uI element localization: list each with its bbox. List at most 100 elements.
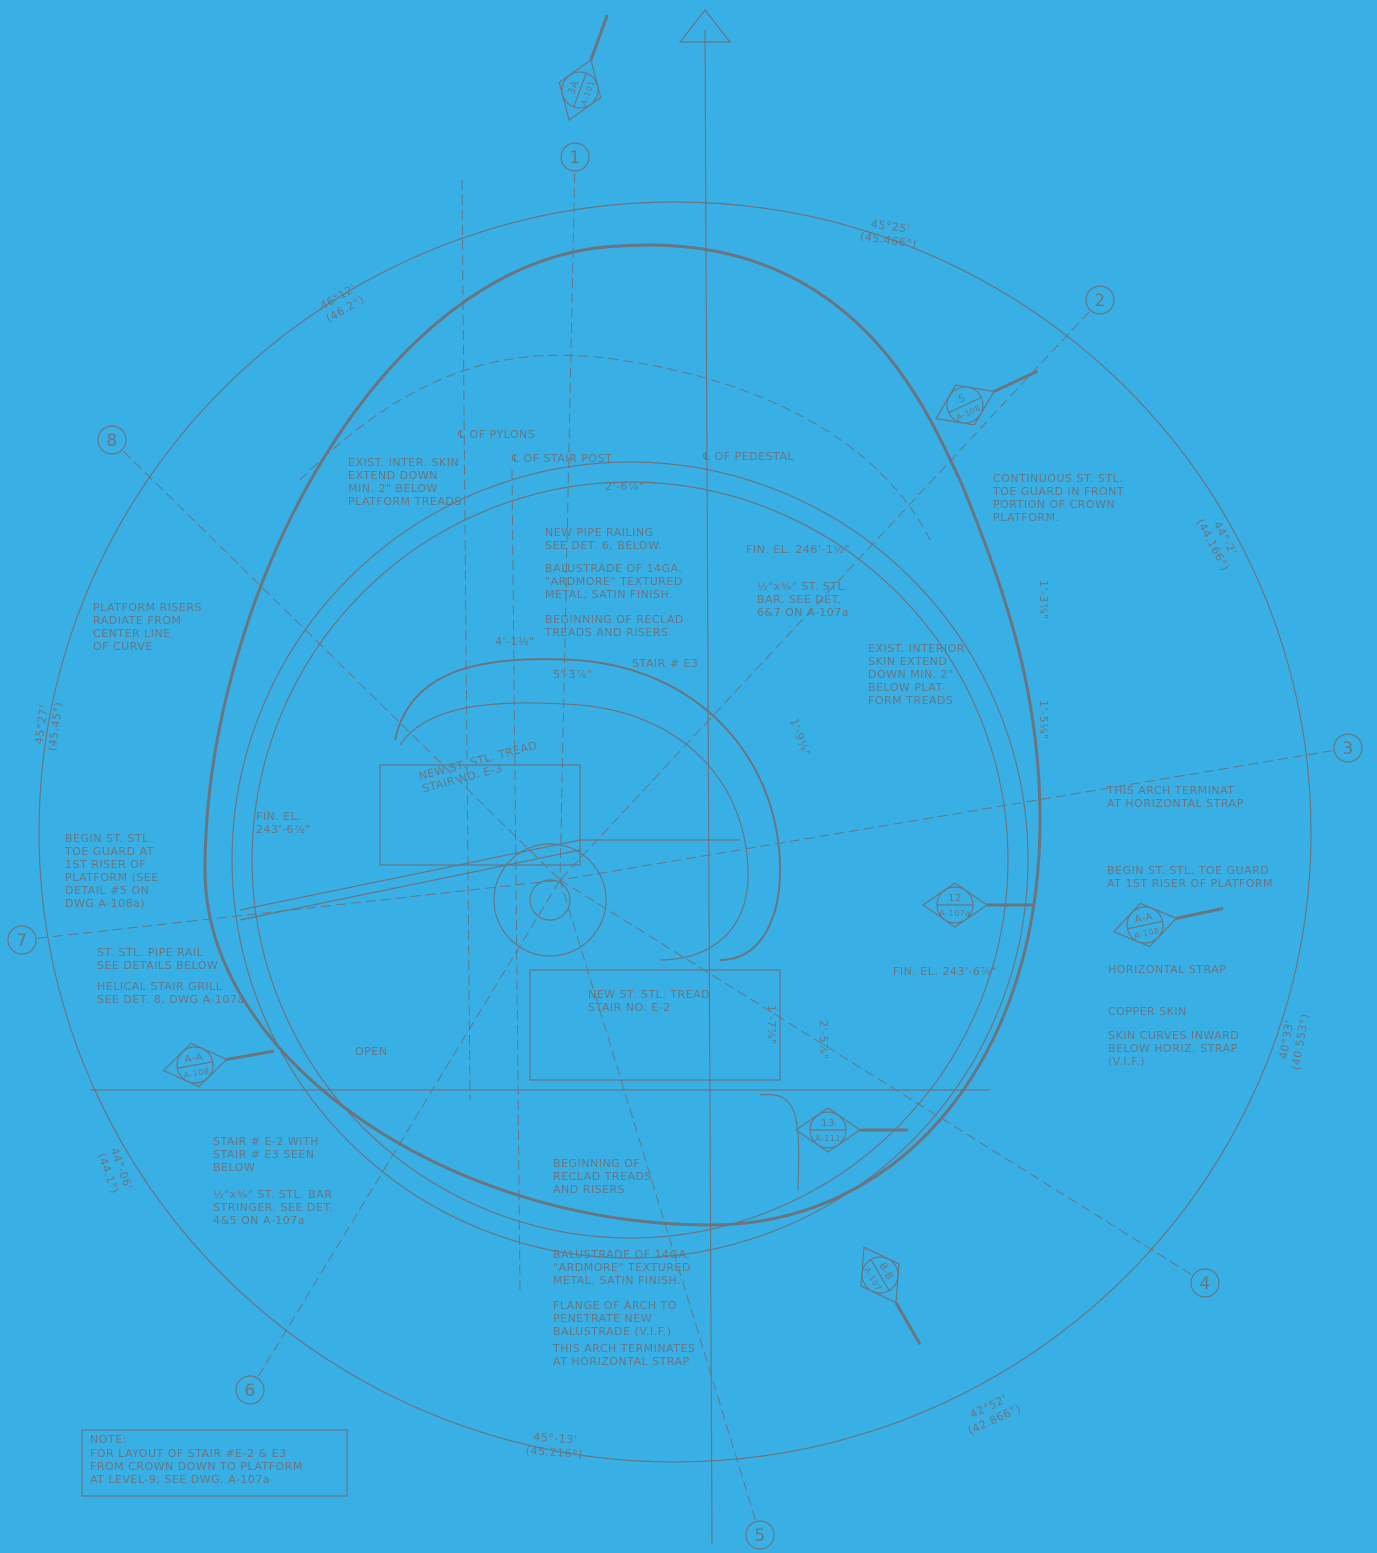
annotation-line: BEGIN ST. STL.: [65, 832, 153, 845]
annotation-line: PENETRATE NEW: [553, 1312, 652, 1325]
dimension: 1'-3⅞": [1037, 580, 1050, 620]
annotation: PLATFORM RISERS RADIATE FROM CENTER LINE OF…: [93, 601, 202, 653]
grid-line: [257, 879, 561, 1377]
marker-circle: [561, 71, 599, 109]
marker-circle: [861, 1256, 899, 1294]
arc-angle: 45°27': [32, 704, 50, 745]
annotation-line: BELOW PLAT-: [868, 681, 946, 694]
grid-label: 6: [244, 1381, 255, 1401]
annotation-line: PLATFORM RISERS: [93, 601, 202, 614]
marker-bottom: A-111: [815, 1134, 841, 1143]
annotation-line: ½"x⅜" ST. STL. BAR: [213, 1188, 332, 1201]
annotation-line: EXIST. INTERIOR: [868, 642, 965, 655]
grid-line: [559, 172, 576, 881]
annotation-line: PLATFORM (SEE: [65, 871, 159, 884]
dimension: 5'-3⅞": [553, 668, 593, 681]
arc-dimension: 45°27'(45.45°): [32, 701, 65, 752]
annotation-line: 243'-6⅞": [256, 823, 311, 836]
grid-bubble: [745, 1520, 775, 1550]
annotation-line: ℄ OF PYLONS: [457, 428, 535, 441]
annotation-line: DETAIL #5 ON: [65, 884, 149, 897]
annotation-line: NEW PIPE RAILING: [545, 526, 654, 539]
annotation: COPPER SKIN: [1108, 1005, 1187, 1018]
annotation: BALUSTRADE OF 14GA. "ARDMORE" TEXTURED MET…: [545, 562, 683, 601]
annotation: SKIN CURVES INWARD BELOW HORIZ. STRAP (V.I…: [1108, 1029, 1239, 1068]
annotation-line: ℄ OF PEDESTAL: [702, 450, 794, 463]
section-marker: A-AA-108: [162, 1042, 275, 1088]
dimension: 4'-1⅛": [495, 635, 535, 648]
marker-leader: [589, 14, 609, 61]
annotation-line: AT 1ST RISER OF PLATFORM: [1107, 877, 1273, 890]
annotation-line: THIS ARCH TERMINAT: [1106, 784, 1234, 797]
annotation: FIN. EL. 243'-6⅞": [256, 810, 311, 836]
grid-bubble: [1333, 733, 1363, 763]
grid-line: [123, 450, 561, 881]
annotation-line: STAIR # E3: [632, 657, 698, 670]
grid-label: 5: [754, 1526, 765, 1546]
annotation-line: BELOW: [213, 1161, 255, 1174]
arc-dimension: 40°33'(40.553°): [1277, 1013, 1312, 1071]
arc-dimension: 44°-06'(44.1°): [95, 1146, 135, 1196]
marker-top: A-A: [1134, 911, 1154, 926]
arc-dimension: 45°25'(45.466°): [859, 217, 917, 250]
grid-bubble: [235, 1375, 265, 1405]
marker-top: 12: [948, 893, 962, 904]
dimension: 2'-5⅞": [817, 1020, 830, 1060]
annotation-line: TOE GUARD AT: [64, 845, 154, 858]
grid-label: 7: [16, 931, 27, 951]
section-marker: 3AA-101: [558, 14, 609, 122]
annotation-line: DOWN MIN. 2": [868, 668, 954, 681]
section-marker: A-AA-108: [1112, 902, 1224, 948]
annotation: BEGINNING OF RECLAD TREADS AND RISERS: [544, 613, 684, 639]
annotation-line: BEGINNING OF RECLAD: [545, 613, 684, 626]
annotation: NEW ST. STL. TREAD STAIR NO. E-2: [588, 988, 710, 1014]
annotation-line: (V.I.F.): [1108, 1055, 1145, 1068]
annotation-line: EXTEND DOWN: [348, 469, 438, 482]
marker-top: 3A: [566, 79, 581, 96]
marker-top: A-A: [184, 1052, 204, 1066]
annotation-line: MIN. 2" BELOW: [348, 482, 438, 495]
grid-bubble: [97, 425, 127, 455]
annotation: ℄ OF STAIR POST: [511, 452, 612, 465]
marker-divider: [870, 1259, 890, 1291]
annotation-line: SKIN CURVES INWARD: [1108, 1029, 1239, 1042]
annotation-line: PLATFORM.: [993, 511, 1060, 524]
marker-leader: [993, 369, 1039, 393]
arc-dimension: 42°52'(42.866°): [966, 1393, 1023, 1438]
marker-leader: [226, 1049, 275, 1061]
annotation: NEW ST. STL. TREADSTAIR NO. E-3: [417, 739, 542, 796]
section-marker: 5A-108: [935, 369, 1039, 426]
dimension: 2'-6⅞": [605, 480, 645, 493]
annotation-line: FIN. EL.: [256, 810, 301, 823]
annotation-line: HELICAL STAIR GRILL: [97, 980, 223, 993]
linework: [38, 9, 1312, 1546]
grid-bubble: [7, 925, 37, 955]
marker-top: B-B: [876, 1261, 895, 1283]
annotation-line: BEGINNING OF: [553, 1157, 640, 1170]
dimension: 1'-5⅛": [1037, 700, 1050, 740]
grid-line: [559, 311, 1090, 881]
annotation: STAIR # E-2 WITH STAIR # E3 SEEN BELOW: [213, 1135, 319, 1174]
annotation: FIN. EL. 243'-6⅞": [893, 965, 997, 978]
dimension: 1'-7⅞": [765, 1005, 778, 1045]
annotation: NEW PIPE RAILING SEE DET. 6, BELOW.: [545, 526, 662, 552]
annotation: ST. STL. PIPE RAIL SEE DETAILS BELOW: [97, 946, 218, 972]
annotation-line: BELOW HORIZ. STRAP: [1108, 1042, 1238, 1055]
annotation: ℄ OF PEDESTAL: [702, 450, 794, 463]
annotation-line: 6&7 ON A-107a: [757, 606, 849, 619]
annotation-line: SEE DETAILS BELOW: [97, 959, 218, 972]
dimension: 1'-9⅛": [787, 717, 813, 759]
annotation: ℄ OF PYLONS: [457, 428, 535, 441]
annotation-line: HORIZONTAL STRAP: [1108, 963, 1226, 976]
grid-bubble: [1085, 285, 1115, 315]
marker-circle: [1126, 906, 1164, 944]
annotation-line: FLANGE OF ARCH TO: [553, 1299, 677, 1312]
annotation-line: BALUSTRADE OF 14GA.: [545, 562, 682, 575]
note-line: FOR LAYOUT OF STAIR #E-2 & E3: [90, 1447, 287, 1460]
annotation: ½"x⅜" ST. STL. BAR STRINGER. SEE DET. 4&5 …: [213, 1188, 333, 1227]
grid-label: 1: [569, 148, 580, 168]
grid-bubble: [560, 142, 590, 172]
marker-top: 13: [821, 1118, 835, 1129]
annotation-line: SKIN EXTEND: [868, 655, 947, 668]
marker-leader: [1175, 906, 1224, 920]
